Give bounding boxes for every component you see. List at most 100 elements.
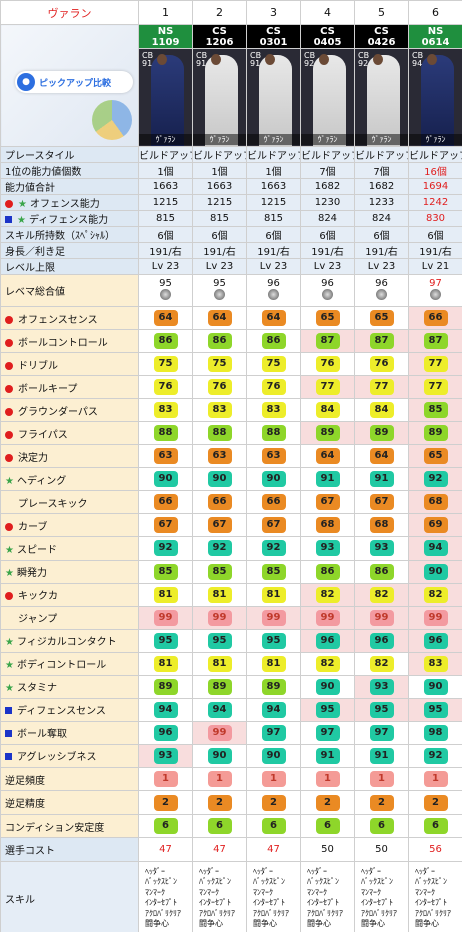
stat-badge: 93 <box>369 678 394 695</box>
foot-badge: 2 <box>207 794 232 811</box>
stat-badge: 64 <box>153 310 178 327</box>
info-label-text: オフェンス能力 <box>29 199 100 210</box>
pickup-compare-button[interactable]: ● ピックアップ比較 <box>15 71 133 93</box>
player-card[interactable]: CB 92 ｳﾞｧﾗﾝ <box>354 48 409 147</box>
stat-label-text: 瞬発力 <box>16 568 47 580</box>
stat-badge: 81 <box>153 586 178 603</box>
foot-value-cell: 2 <box>354 790 409 815</box>
foot-value-cell: 2 <box>300 790 355 815</box>
card-player-name: ｳﾞｧﾗﾝ <box>301 134 354 145</box>
foot-badge: 1 <box>369 771 394 788</box>
skill-list: ﾍｯﾀﾞｰ ﾊﾞｯｸｽﾋﾟﾝ ﾏﾝﾏｰｸ ｲﾝﾀｰｾﾌﾟﾄ ｱｸﾛﾊﾞﾘｸﾘｱ 闘争心 <box>192 861 247 932</box>
info-value: 824 <box>354 210 409 227</box>
card-rating: 91 <box>142 59 153 68</box>
stat-label: ★ ヘディング <box>0 467 139 492</box>
stat-value-cell: 94 <box>246 697 301 722</box>
player-card[interactable]: CB 91 ｳﾞｧﾗﾝ <box>246 48 301 147</box>
info-value: Lv 23 <box>354 258 409 275</box>
skill-item: 闘争心 <box>415 919 439 929</box>
stat-value-cell: 95 <box>300 697 355 722</box>
card-rating: 91 <box>196 59 207 68</box>
star-icon: ★ <box>17 215 26 226</box>
card-name-row: ● ピックアップ比較 NS 1109 CS 1206 CS 0301 CS 0405 CS 0426 N… <box>0 24 462 147</box>
player-card[interactable]: CB 92 ｳﾞｧﾗﾝ <box>300 48 355 147</box>
info-value: 1663 <box>138 178 193 195</box>
stat-label: ★ スピード <box>0 536 139 561</box>
stat-label-text: ボディコントロール <box>16 660 107 672</box>
stat-badge: 94 <box>423 540 448 557</box>
stat-row: ★ ヘディング 90 90 90 91 91 92 <box>0 467 462 492</box>
stat-value-cell: 96 <box>300 628 355 653</box>
stat-value-cell: 93 <box>138 743 193 768</box>
info-value: ビルドアップ <box>138 146 193 163</box>
foot-badge: 6 <box>315 818 340 835</box>
stat-value-cell: 76 <box>138 375 193 400</box>
stat-badge: 99 <box>207 609 232 626</box>
stat-row: ボールコントロール 86 86 86 87 87 87 <box>0 329 462 354</box>
stat-badge: 90 <box>261 747 286 764</box>
skill-item: ﾏﾝﾏｰｸ <box>415 887 435 897</box>
stat-badge: 85 <box>423 402 448 419</box>
pie-chart-icon <box>92 100 132 140</box>
stat-badge: 88 <box>153 425 178 442</box>
stat-value-cell: 81 <box>192 582 247 607</box>
skill-item: ｱｸﾛﾊﾞﾘｸﾘｱ <box>415 908 451 918</box>
stat-badge: 89 <box>153 678 178 695</box>
stat-badge: 75 <box>153 356 178 373</box>
info-value: 191/右 <box>354 242 409 259</box>
col-header: 6 <box>408 0 462 25</box>
stat-badge: 77 <box>423 356 448 373</box>
cost-label: 選手コスト <box>0 837 139 863</box>
stat-value-cell: 67 <box>246 513 301 538</box>
defense-square-icon <box>5 707 12 715</box>
stat-badge: 65 <box>315 310 340 327</box>
star-icon: ★ <box>5 637 14 649</box>
stat-badge: 85 <box>207 563 232 580</box>
foot-badge: 2 <box>153 794 178 811</box>
stat-badge: 76 <box>261 379 286 396</box>
stat-value-cell: 90 <box>408 674 462 699</box>
player-card[interactable]: CB 91 ｳﾞｧﾗﾝ <box>192 48 247 147</box>
stat-badge: 91 <box>315 747 340 764</box>
stat-row: ボールキープ 76 76 76 77 77 77 <box>0 375 462 400</box>
stat-badge: 68 <box>369 517 394 534</box>
foot-badge: 6 <box>369 818 394 835</box>
player-card[interactable]: CB 94 ｳﾞｧﾗﾝ <box>408 48 462 147</box>
info-row: スキル所持数（ｽﾍﾟｼｬﾙ） 6個 6個 6個 6個 6個 6個 <box>0 226 462 243</box>
info-value: 815 <box>138 210 193 227</box>
info-value: 191/右 <box>246 242 301 259</box>
info-label: 能力値合計 <box>0 178 139 195</box>
card-position-label: CB <box>142 51 154 60</box>
skill-item: 闘争心 <box>199 919 223 929</box>
stat-badge: 93 <box>153 747 178 764</box>
info-label: レベル上限 <box>0 258 139 275</box>
card-position: CB 91 <box>250 52 261 68</box>
stat-value-cell: 91 <box>300 743 355 768</box>
info-label: スキル所持数（ｽﾍﾟｼｬﾙ） <box>0 226 139 243</box>
stat-value-cell: 82 <box>354 651 409 676</box>
stat-value-cell: 89 <box>138 674 193 699</box>
stat-badge: 86 <box>153 333 178 350</box>
card-number: 0405 <box>313 36 342 48</box>
stat-badge: 88 <box>261 425 286 442</box>
skill-item: ｱｸﾛﾊﾞﾘｸﾘｱ <box>361 908 397 918</box>
stat-badge: 84 <box>315 402 340 419</box>
stat-badge: 91 <box>369 747 394 764</box>
stat-badge: 86 <box>315 563 340 580</box>
stat-badge: 96 <box>153 724 178 741</box>
info-value: ビルドアップ <box>354 146 409 163</box>
stat-value-cell: 85 <box>192 559 247 584</box>
stat-badge: 93 <box>315 540 340 557</box>
stat-label: フライパス <box>0 421 139 446</box>
info-value: 815 <box>192 210 247 227</box>
stat-value-cell: 91 <box>300 467 355 492</box>
info-value: 1230 <box>300 194 355 211</box>
stat-row: オフェンスセンス 64 64 64 65 65 66 <box>0 305 462 331</box>
stat-label-text: グラウンダーパス <box>18 406 98 418</box>
overall-value: 96 <box>246 274 301 307</box>
player-head <box>265 54 275 65</box>
player-card[interactable]: CB 91 ｳﾞｧﾗﾝ <box>138 48 193 147</box>
skill-item: ﾊﾞｯｸｽﾋﾟﾝ <box>145 877 177 887</box>
card-position: CB 94 <box>412 52 423 68</box>
info-label: プレースタイル <box>0 146 139 163</box>
